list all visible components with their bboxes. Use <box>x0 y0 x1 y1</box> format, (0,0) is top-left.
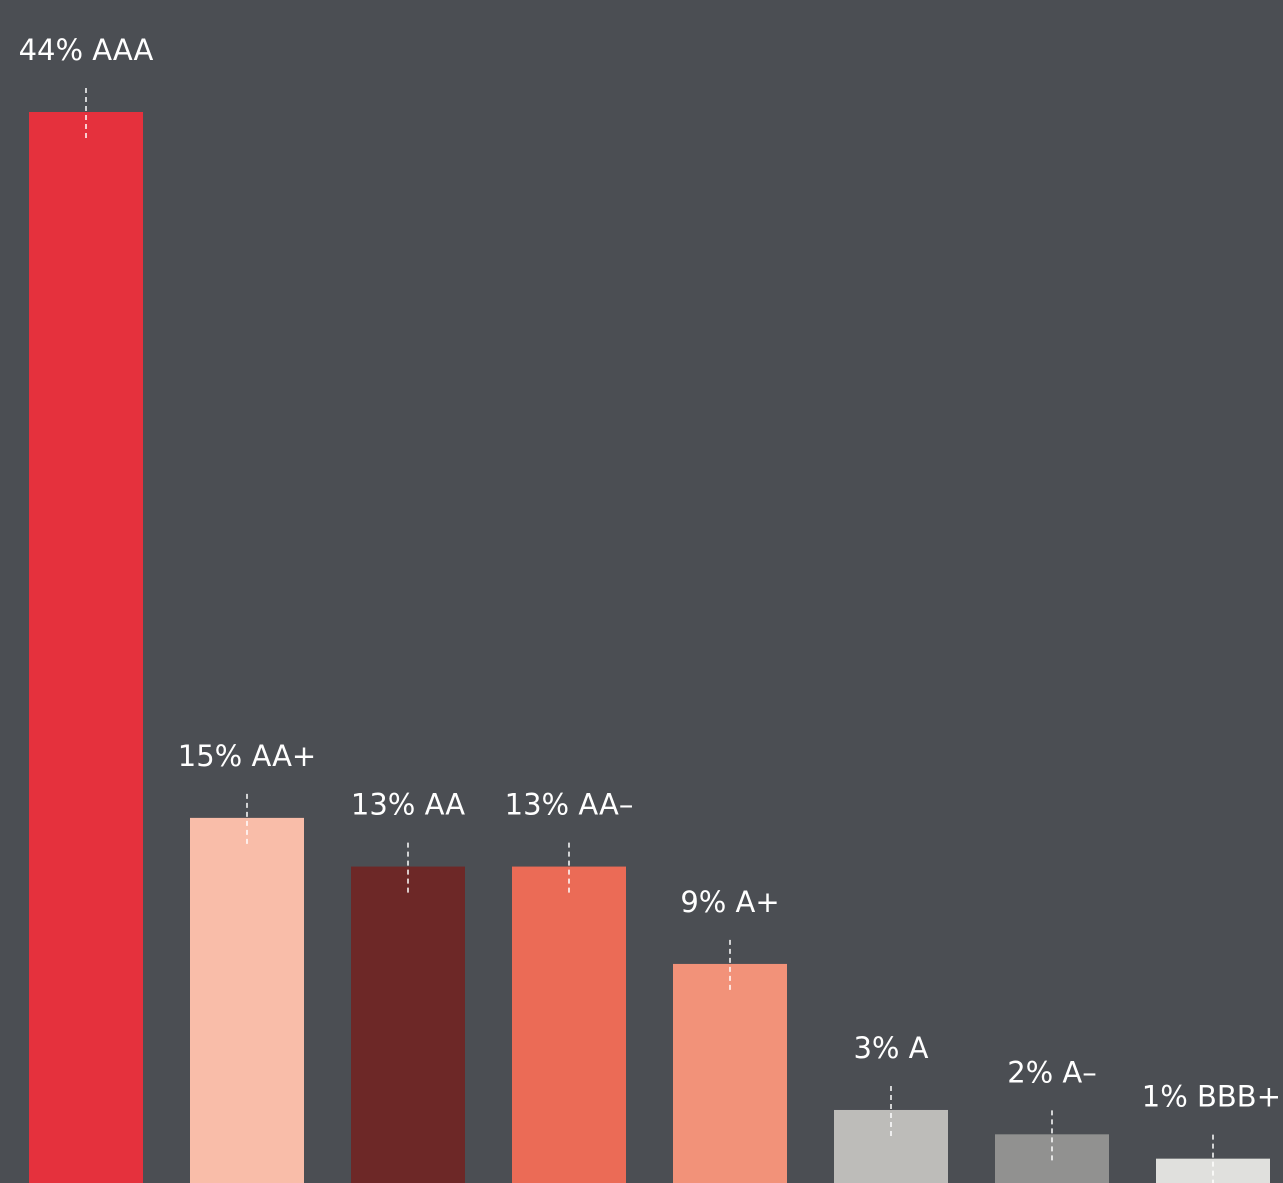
bar-1 <box>190 817 304 1183</box>
data-label-0: 44% AAA <box>19 33 154 67</box>
bar-5 <box>834 1109 948 1183</box>
data-label-6: 2% A– <box>1007 1055 1097 1089</box>
bar-2 <box>351 866 465 1183</box>
data-label-4: 9% A+ <box>680 885 779 919</box>
data-label-5: 3% A <box>853 1031 928 1065</box>
data-label-3: 13% AA– <box>505 788 634 822</box>
bar-4 <box>673 963 787 1183</box>
bars-group <box>29 112 1270 1183</box>
data-labels-group: 44% AAA 15% AA+ 13% AA 13% AA– 9% A+ 3% A 2% A… <box>19 33 1281 1114</box>
bar-3 <box>512 866 626 1183</box>
data-label-2: 13% AA <box>351 788 465 822</box>
bar-0 <box>29 112 143 1183</box>
data-label-7: 1% BBB+ <box>1142 1080 1281 1114</box>
data-label-1: 15% AA+ <box>178 739 316 773</box>
